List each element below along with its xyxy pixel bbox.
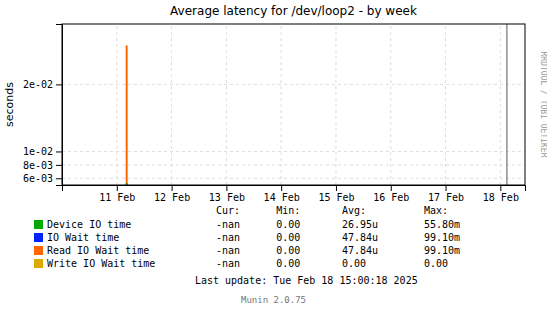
tick-label: 14 Feb xyxy=(264,192,300,203)
annotation: Last update: Tue Feb 18 15:00:18 2025 xyxy=(195,275,418,286)
tick: 12 Feb xyxy=(154,185,190,203)
tick-label: 17 Feb xyxy=(428,192,464,203)
tick: 14 Feb xyxy=(264,185,300,203)
legend-stat: 0.00 xyxy=(276,232,300,243)
grid-line xyxy=(62,84,525,85)
tick: 16 Feb xyxy=(373,185,409,203)
x-axis: 11 Feb 12 Feb 13 Feb 14 Feb 15 Feb 16 Feb 17 F… xyxy=(63,185,526,203)
grid-line xyxy=(390,24,391,185)
grid-line xyxy=(62,164,525,165)
legend-stat: 0.00 xyxy=(276,219,300,230)
tick-mark xyxy=(391,185,392,191)
legend-stat: 99.10m xyxy=(424,245,460,256)
chart: Average latency for /dev/loop2 - by week… xyxy=(0,0,547,311)
legend-stat: -nan xyxy=(216,219,240,230)
legend-swatch xyxy=(34,233,43,242)
legend-stat: 47.84u xyxy=(342,245,378,256)
tick-mark xyxy=(500,185,501,191)
plot-frame xyxy=(62,24,525,185)
tick: 17 Feb xyxy=(428,185,464,203)
tick-mark xyxy=(336,185,337,191)
legend-stat: 0.00 xyxy=(424,258,448,269)
tick: 11 Feb xyxy=(99,185,135,203)
axis-title: seconds xyxy=(3,82,16,127)
marks xyxy=(127,24,507,185)
tick-label: 18 Feb xyxy=(483,192,519,203)
legend-stat: 55.80m xyxy=(424,219,460,230)
title: Average latency for /dev/loop2 - by week xyxy=(170,4,417,18)
tick-mark xyxy=(117,185,118,191)
tick-label: 6e-03 xyxy=(23,173,53,184)
y-axis: 6e-03 8e-03 1e-02 2e-02 xyxy=(23,25,63,186)
tick-mark xyxy=(56,151,62,152)
grid-line xyxy=(445,24,446,185)
tick-label: 1e-02 xyxy=(23,146,53,157)
grid-line xyxy=(335,24,336,185)
grid-line xyxy=(62,178,525,179)
annotation: Munin 2.0.75 xyxy=(241,295,306,305)
tick-mark xyxy=(56,84,62,85)
legend-label: IO Wait time xyxy=(47,232,119,243)
legend-swatch xyxy=(34,259,43,268)
tick-mark xyxy=(56,165,62,166)
legend-stat: -nan xyxy=(216,258,240,269)
legend-header: Avg: xyxy=(342,205,366,216)
legend-stat: 0.00 xyxy=(276,245,300,256)
grid xyxy=(62,24,525,185)
legend-swatch xyxy=(34,220,43,229)
axis-line xyxy=(63,186,526,192)
axis-line xyxy=(56,25,63,186)
legend-swatch xyxy=(34,246,43,255)
legend-label: Write IO Wait time xyxy=(47,258,155,269)
legend-stat: -nan xyxy=(216,245,240,256)
legend-header: Max: xyxy=(424,205,448,216)
watermark: RRDTOOL / TOBI OETIKER xyxy=(539,52,547,158)
tick-label: 16 Feb xyxy=(373,192,409,203)
legend-stat: 99.10m xyxy=(424,232,460,243)
tick-label: 12 Feb xyxy=(154,192,190,203)
tick: 15 Feb xyxy=(318,185,354,203)
grid-line xyxy=(116,24,117,185)
tick-mark xyxy=(281,185,282,191)
tick-label: 13 Feb xyxy=(209,192,245,203)
grid-line xyxy=(62,151,525,152)
legend-label: Device IO time xyxy=(47,219,131,230)
legend-stat: 47.84u xyxy=(342,232,378,243)
tick: 13 Feb xyxy=(209,185,245,203)
tick: 6e-03 xyxy=(23,173,62,184)
legend-stat: 0.00 xyxy=(342,258,366,269)
grid-line xyxy=(171,24,172,185)
legend-stat: -nan xyxy=(216,232,240,243)
legend-header: Cur: xyxy=(216,205,240,216)
legend-stat: 0.00 xyxy=(276,258,300,269)
legend: Cur: Min: Avg: Max: Device IO time -nan 0.00 26… xyxy=(34,205,460,269)
grid-line xyxy=(226,24,227,185)
tick-mark xyxy=(446,185,447,191)
grid-line xyxy=(281,24,282,185)
legend-label: Read IO Wait time xyxy=(47,245,149,256)
marker-line xyxy=(506,24,507,185)
tick: 2e-02 xyxy=(23,79,62,90)
tick: 1e-02 xyxy=(23,146,62,157)
series-line xyxy=(126,45,128,185)
legend-header: Min: xyxy=(276,205,300,216)
tick: 8e-03 xyxy=(23,160,62,171)
tick-label: 11 Feb xyxy=(99,192,135,203)
tick: 18 Feb xyxy=(483,185,519,203)
tick-mark xyxy=(172,185,173,191)
tick-label: 8e-03 xyxy=(23,160,53,171)
grid-line xyxy=(500,24,501,185)
tick-label: 2e-02 xyxy=(23,79,53,90)
tick-mark xyxy=(226,185,227,191)
tick-mark xyxy=(56,178,62,179)
tick-label: 15 Feb xyxy=(318,192,354,203)
legend-stat: 26.95u xyxy=(342,219,378,230)
